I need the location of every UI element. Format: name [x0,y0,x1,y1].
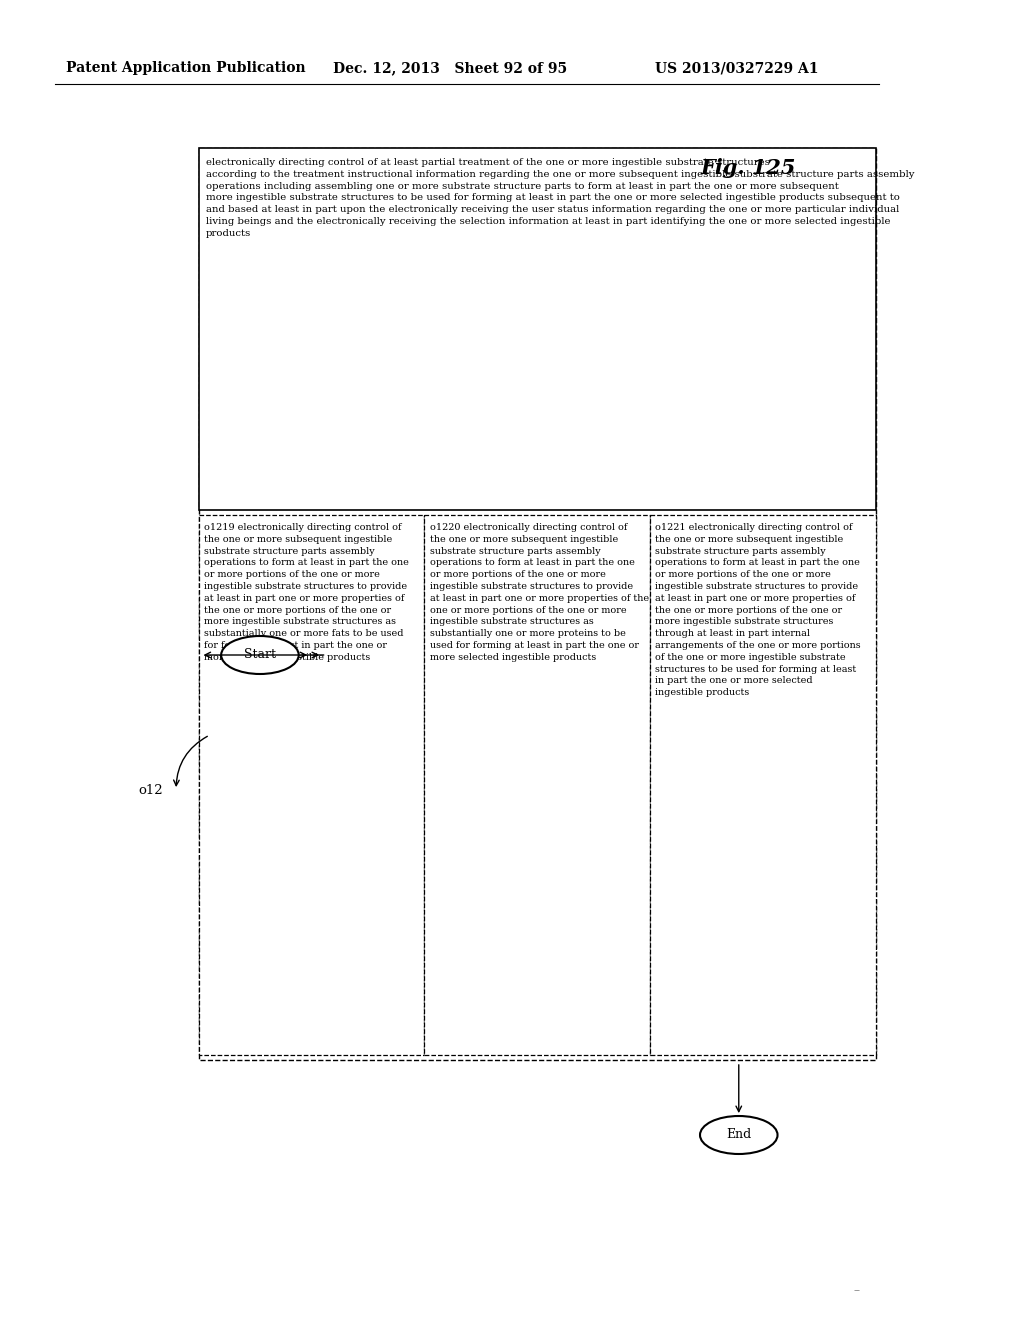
Text: o12: o12 [138,784,163,796]
Text: Start: Start [244,648,275,661]
Text: Patent Application Publication: Patent Application Publication [66,61,305,75]
Text: o1219 electronically directing control of
the one or more subsequent ingestible
: o1219 electronically directing control o… [205,523,410,661]
Bar [650,515,876,1055]
Bar [199,148,876,1060]
Text: --: -- [854,1284,861,1295]
Bar [199,515,424,1055]
Text: o1220 electronically directing control of
the one or more subsequent ingestible
: o1220 electronically directing control o… [430,523,649,661]
Text: Dec. 12, 2013   Sheet 92 of 95: Dec. 12, 2013 Sheet 92 of 95 [333,61,567,75]
Text: End: End [726,1129,752,1142]
Text: US 2013/0327229 A1: US 2013/0327229 A1 [655,61,818,75]
Text: Fig. 125: Fig. 125 [700,158,796,178]
Ellipse shape [221,636,299,675]
Bar [199,148,876,510]
Ellipse shape [700,1115,777,1154]
Text: electronically directing control of at least partial treatment of the one or mor: electronically directing control of at l… [206,158,914,238]
Text: o1221 electronically directing control of
the one or more subsequent ingestible
: o1221 electronically directing control o… [655,523,861,697]
Bar [424,515,650,1055]
